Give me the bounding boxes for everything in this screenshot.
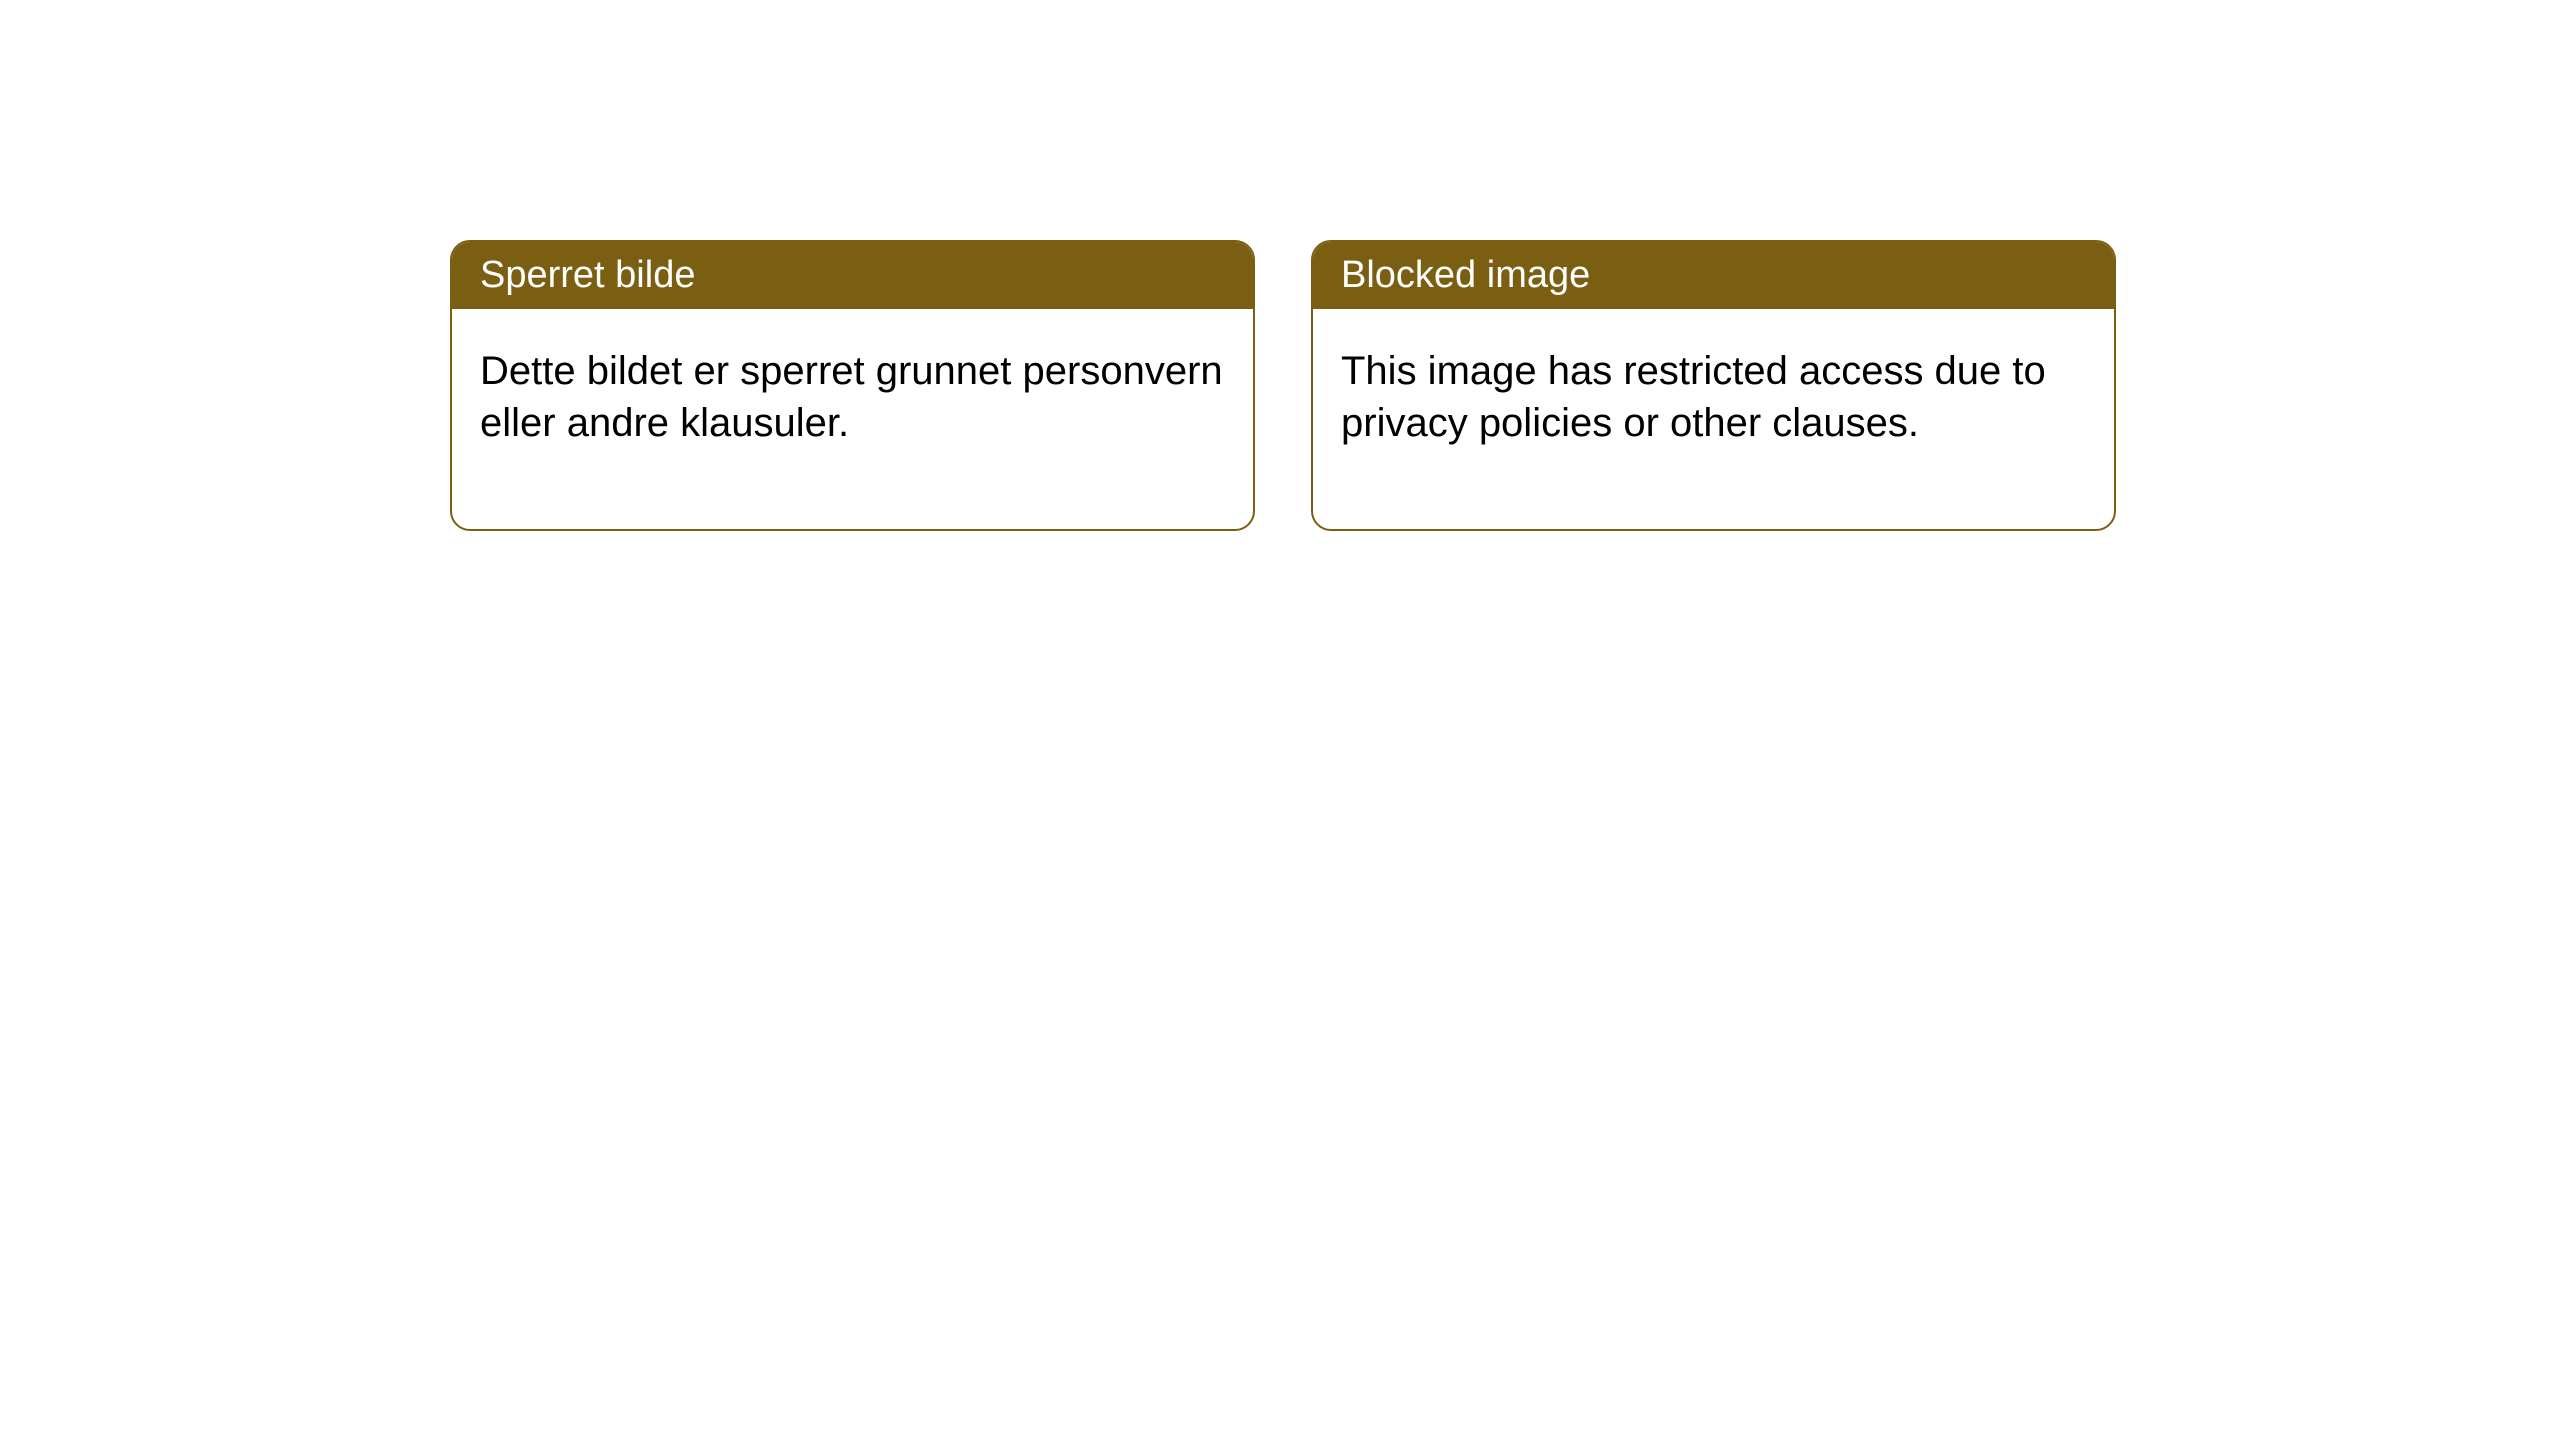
card-header-nb: Sperret bilde: [452, 242, 1253, 309]
card-header-en: Blocked image: [1313, 242, 2114, 309]
card-title-nb: Sperret bilde: [480, 254, 695, 296]
card-body-en: This image has restricted access due to …: [1313, 309, 2114, 529]
blocked-image-card-en: Blocked image This image has restricted …: [1311, 240, 2116, 531]
card-body-nb: Dette bildet er sperret grunnet personve…: [452, 309, 1253, 529]
cards-container: Sperret bilde Dette bildet er sperret gr…: [0, 0, 2560, 531]
card-message-nb: Dette bildet er sperret grunnet personve…: [480, 349, 1223, 445]
blocked-image-card-nb: Sperret bilde Dette bildet er sperret gr…: [450, 240, 1255, 531]
card-message-en: This image has restricted access due to …: [1341, 349, 2046, 445]
card-title-en: Blocked image: [1341, 254, 1590, 296]
